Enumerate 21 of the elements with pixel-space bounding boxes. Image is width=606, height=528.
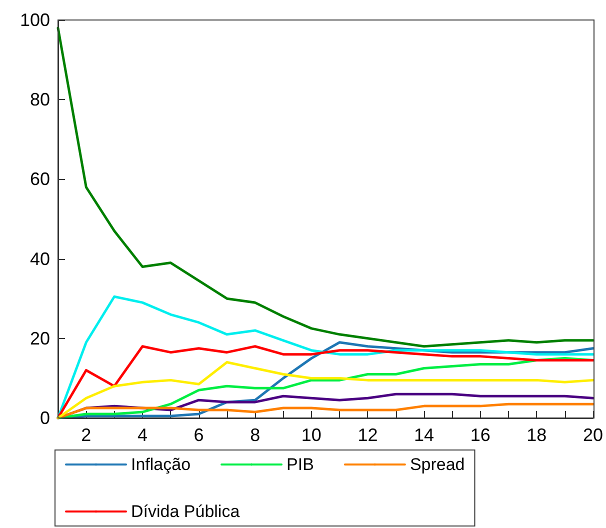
legend-label: Inflação bbox=[131, 455, 191, 474]
x-tick-label: 14 bbox=[414, 425, 434, 445]
x-tick-label: 8 bbox=[250, 425, 260, 445]
y-tick-label: 60 bbox=[30, 169, 50, 190]
x-tick-label: 16 bbox=[470, 425, 490, 445]
y-tick-label: 20 bbox=[30, 328, 50, 348]
x-tick-label: 20 bbox=[582, 425, 604, 445]
y-tick-label: 80 bbox=[30, 90, 50, 110]
x-tick-label: 10 bbox=[301, 425, 322, 445]
x-tick-label: 2 bbox=[81, 425, 92, 445]
x-tick-label: 12 bbox=[358, 425, 378, 445]
y-tick-label: 100 bbox=[20, 10, 50, 30]
x-tick-label: 4 bbox=[137, 425, 148, 445]
y-tick-label: 0 bbox=[40, 408, 50, 428]
legend-label: Spread bbox=[410, 455, 465, 474]
legend-label: PIB bbox=[286, 455, 314, 474]
y-tick-label: 40 bbox=[30, 248, 50, 269]
legend-label: Dívida Pública bbox=[131, 502, 240, 521]
x-tick-label: 18 bbox=[526, 425, 547, 445]
x-tick-label: 6 bbox=[194, 425, 204, 445]
line-series bbox=[56, 26, 594, 348]
